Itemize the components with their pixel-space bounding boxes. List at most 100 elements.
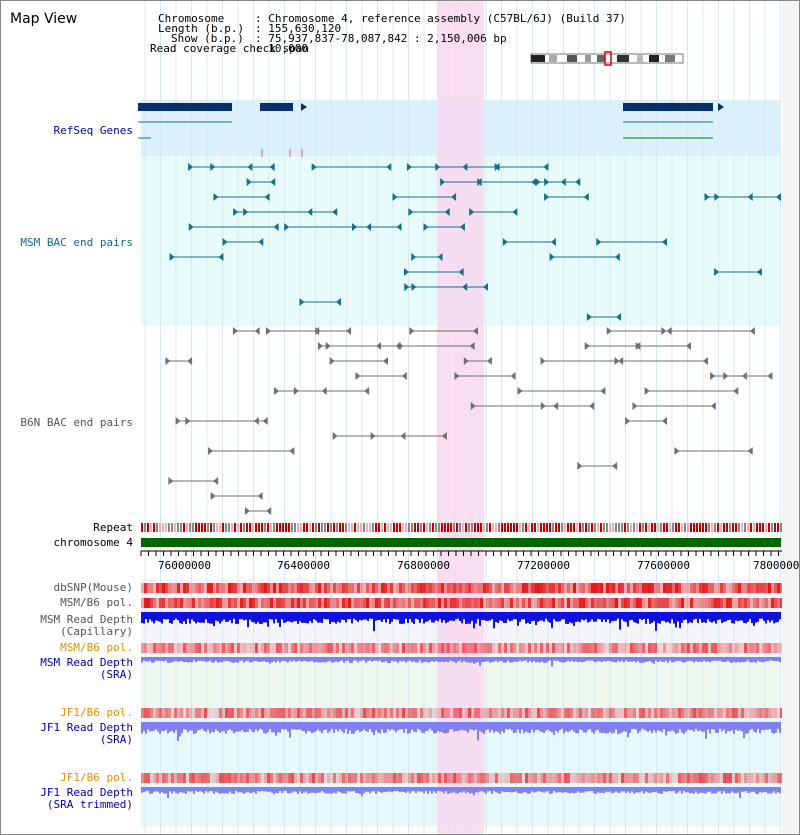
polymorphism-density xyxy=(657,643,660,653)
polymorphism-density xyxy=(513,773,516,783)
read-depth-bar xyxy=(277,612,279,623)
polymorphism-density xyxy=(441,773,444,783)
read-depth-bar xyxy=(175,657,177,661)
polymorphism-density xyxy=(720,708,723,718)
read-depth-bar xyxy=(573,787,575,794)
read-depth-bar xyxy=(453,722,455,732)
read-depth-bar xyxy=(535,787,537,793)
read-depth-bar xyxy=(691,657,693,662)
polymorphism-density xyxy=(645,773,648,783)
read-depth-bar xyxy=(209,722,211,734)
repeat-mark xyxy=(765,523,767,532)
polymorphism-density xyxy=(579,773,582,783)
polymorphism-density xyxy=(774,773,777,783)
repeat-mark xyxy=(408,523,410,532)
read-depth-bar xyxy=(353,657,355,661)
right-scroll-strip xyxy=(782,1,799,834)
polymorphism-density xyxy=(678,643,681,653)
polymorphism-density xyxy=(258,773,261,783)
polymorphism-density xyxy=(237,583,240,593)
polymorphism-density xyxy=(510,598,513,608)
bac-end-marker xyxy=(749,327,755,335)
polymorphism-density xyxy=(765,583,768,593)
polymorphism-density xyxy=(663,773,666,783)
read-depth-bar xyxy=(689,787,691,794)
read-depth-bar xyxy=(481,722,483,733)
read-depth-bar xyxy=(681,787,683,794)
polymorphism-density xyxy=(549,708,552,718)
track-label-msm-bac[interactable]: MSM BAC end pairs xyxy=(20,236,133,249)
repeat-mark xyxy=(369,523,371,532)
read-depth-bar xyxy=(733,612,735,624)
read-depth-bar xyxy=(279,722,281,733)
read-depth-bar xyxy=(755,787,757,794)
read-depth-bar xyxy=(237,722,239,732)
track-label-refseq[interactable]: RefSeq Genes xyxy=(53,124,133,137)
read-depth-bar xyxy=(737,722,739,731)
bac-end-marker xyxy=(165,357,171,365)
read-depth-bar xyxy=(559,657,561,662)
read-depth-bar xyxy=(457,722,459,731)
read-depth-bar xyxy=(359,722,361,733)
read-depth-bar xyxy=(333,787,335,793)
read-depth-bar xyxy=(279,787,281,791)
polymorphism-density xyxy=(240,708,243,718)
polymorphism-density xyxy=(288,583,291,593)
polymorphism-density xyxy=(207,583,210,593)
read-depth-bar xyxy=(157,657,159,661)
polymorphism-density xyxy=(246,598,249,608)
read-depth-bar xyxy=(327,722,329,734)
polymorphism-density xyxy=(612,643,615,653)
read-depth-bar xyxy=(779,657,781,663)
polymorphism-density xyxy=(744,643,747,653)
polymorphism-density xyxy=(744,598,747,608)
repeat-mark xyxy=(270,523,272,532)
polymorphism-density xyxy=(585,583,588,593)
repeat-mark xyxy=(645,523,647,532)
read-depth-bar xyxy=(729,657,731,663)
read-depth-bar xyxy=(659,612,661,624)
polymorphism-density xyxy=(621,773,624,783)
read-depth-bar xyxy=(415,722,417,733)
polymorphism-density xyxy=(165,583,168,593)
repeat-mark xyxy=(591,523,593,532)
read-depth-bar xyxy=(205,722,207,732)
polymorphism-density xyxy=(519,583,522,593)
read-depth-bar xyxy=(383,657,385,663)
read-depth-bar xyxy=(485,612,487,621)
read-depth-bar xyxy=(589,612,591,622)
read-depth-bar xyxy=(753,657,755,662)
read-depth-bar xyxy=(693,722,695,732)
polymorphism-density xyxy=(348,598,351,608)
read-depth-bar xyxy=(321,612,323,623)
polymorphism-density xyxy=(381,773,384,783)
polymorphism-density xyxy=(300,598,303,608)
show-value: : 75,937,837-78,087,842 : 2,150,006 bp xyxy=(255,32,507,45)
track-label-b6n-bac[interactable]: B6N BAC end pairs xyxy=(20,416,133,429)
polymorphism-density xyxy=(669,643,672,653)
track-label-msm-depth-sra: MSM Read Depth xyxy=(40,656,133,669)
polymorphism-density xyxy=(591,598,594,608)
repeat-mark xyxy=(153,523,155,532)
read-depth-bar xyxy=(281,657,283,661)
read-depth-bar xyxy=(411,722,413,730)
read-depth-bar xyxy=(645,657,647,662)
polymorphism-density xyxy=(369,773,372,783)
read-depth-bar xyxy=(531,657,533,663)
polymorphism-density xyxy=(276,773,279,783)
read-depth-bar xyxy=(559,787,561,792)
read-depth-bar xyxy=(359,787,361,794)
read-depth-bar xyxy=(763,722,765,731)
read-depth-bar xyxy=(167,657,169,663)
read-depth-bar xyxy=(663,722,665,730)
repeat-mark xyxy=(168,523,170,532)
read-depth-bar xyxy=(373,787,375,792)
read-depth-bar xyxy=(215,657,217,661)
polymorphism-density xyxy=(495,773,498,783)
polymorphism-density xyxy=(681,643,684,653)
polymorphism-density xyxy=(558,598,561,608)
read-depth-bar xyxy=(471,722,473,730)
repeat-mark xyxy=(222,523,224,532)
polymorphism-density xyxy=(234,708,237,718)
